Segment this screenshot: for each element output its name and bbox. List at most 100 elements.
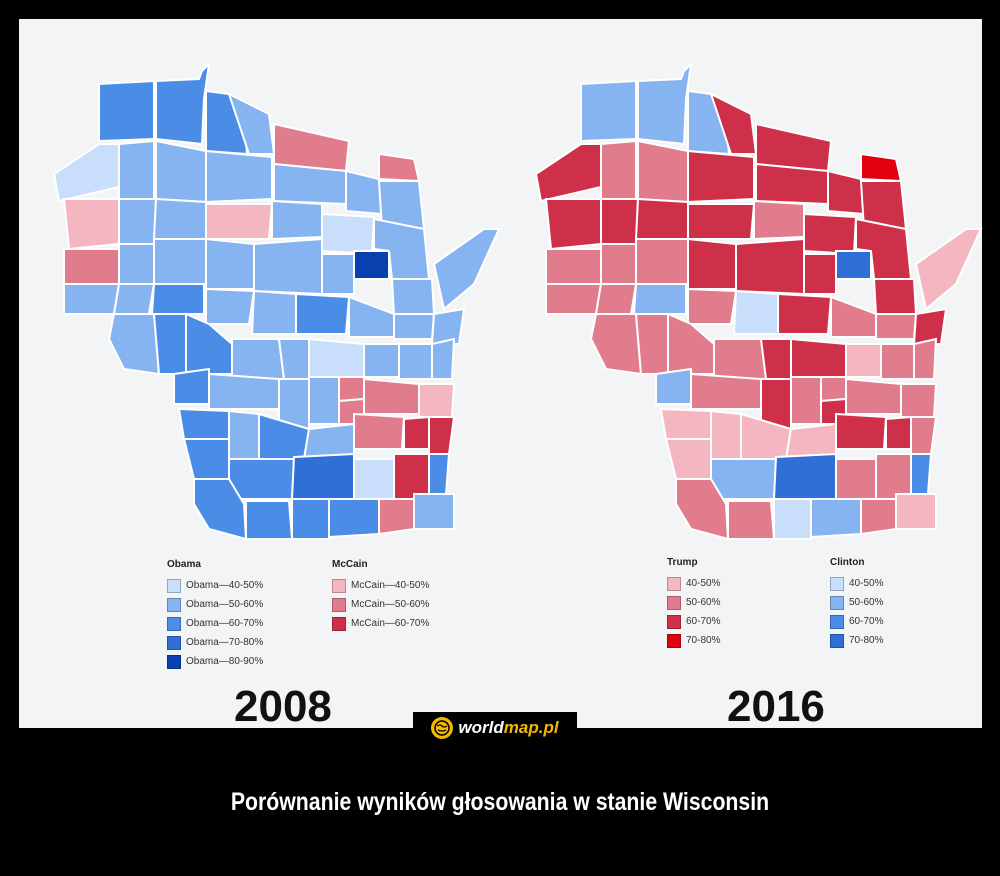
county-shape	[580, 79, 637, 143]
county-shape	[353, 412, 406, 450]
county-shape	[732, 289, 779, 335]
legend-mccain-title: McCain	[332, 559, 368, 570]
legend-trump-title: Trump	[667, 557, 698, 568]
county-shape	[228, 409, 260, 460]
county-shape	[273, 122, 351, 173]
county-shape	[895, 493, 937, 530]
legend-obama-title: Obama	[167, 559, 201, 570]
county-shape	[418, 383, 456, 418]
county-shape	[155, 139, 207, 204]
county-shape	[208, 372, 280, 410]
wisconsin-map-2016	[534, 61, 983, 541]
county-shape	[790, 337, 847, 378]
county-shape	[308, 337, 365, 378]
legend-swatch	[830, 633, 844, 648]
legend-item: 60-70%	[830, 612, 883, 631]
county-shape	[810, 498, 862, 539]
county-shape	[830, 295, 877, 338]
county-shape	[378, 152, 421, 183]
county-shape	[790, 376, 822, 425]
county-shape	[860, 498, 897, 536]
county-shape	[710, 458, 778, 500]
county-shape	[112, 283, 156, 315]
county-shape	[328, 498, 380, 539]
county-shape	[534, 143, 602, 203]
county-shape	[913, 337, 938, 380]
county-shape	[398, 343, 436, 380]
county-shape	[321, 253, 355, 295]
county-shape	[118, 139, 155, 200]
county-shape	[845, 377, 902, 415]
county-shape	[773, 498, 812, 540]
county-shape	[363, 377, 420, 415]
county-shape	[428, 416, 456, 455]
county-shape	[273, 162, 347, 206]
legend-swatch	[167, 597, 181, 612]
county-shape	[150, 283, 205, 315]
county-shape	[363, 343, 400, 378]
legend-swatch	[667, 595, 681, 610]
wisconsin-map-2008	[52, 61, 501, 541]
county-shape	[290, 452, 355, 500]
legend-item: 70-80%	[667, 631, 720, 650]
county-shape	[153, 238, 207, 285]
county-shape	[271, 199, 323, 241]
county-shape	[52, 143, 120, 203]
county-shape	[910, 453, 933, 495]
county-shape	[634, 313, 669, 375]
legend-item: Obama—40-50%	[167, 576, 263, 595]
legend-2008: Obama Obama—40-50% Obama—50-60% Obama—60…	[167, 559, 467, 679]
legend-item: Obama—50-60%	[167, 595, 263, 614]
county-shape	[835, 412, 888, 450]
county-shape	[403, 415, 430, 450]
county-shape	[600, 139, 637, 200]
county-shape	[393, 313, 436, 340]
county-shape	[253, 237, 323, 296]
county-shape	[594, 283, 638, 315]
legend-swatch	[167, 616, 181, 631]
legend-swatch	[332, 578, 346, 593]
county-shape	[348, 295, 395, 338]
county-shape	[914, 228, 983, 311]
county-shape	[803, 212, 858, 256]
legend-item: Obama—60-70%	[167, 614, 263, 633]
legend-item: 50-60%	[667, 593, 720, 612]
legend-swatch	[667, 633, 681, 648]
county-shape	[755, 162, 829, 206]
county-shape	[152, 313, 187, 375]
legend-swatch	[830, 614, 844, 629]
county-shape	[155, 61, 211, 146]
county-shape	[690, 372, 762, 410]
county-shape	[63, 283, 121, 315]
county-shape	[755, 122, 833, 173]
legend-trump-group: Trump 40-50% 50-60% 60-70% 70-80%	[667, 557, 720, 650]
county-shape	[378, 498, 415, 536]
county-shape	[182, 438, 230, 480]
county-shape	[277, 338, 310, 380]
legend-item: 40-50%	[667, 574, 720, 593]
legend-item: Obama—70-80%	[167, 633, 263, 652]
legend-item: McCain—60-70%	[332, 614, 429, 633]
county-shape	[308, 376, 340, 425]
county-shape	[295, 292, 351, 335]
county-shape	[338, 376, 365, 403]
county-shape	[545, 248, 602, 285]
county-shape	[845, 343, 882, 378]
county-shape	[820, 376, 847, 403]
county-shape	[875, 453, 912, 500]
legend-2016: Trump 40-50% 50-60% 60-70% 70-80% Clinto…	[667, 557, 967, 667]
legend-item: 50-60%	[830, 593, 883, 612]
county-shape	[118, 198, 158, 245]
county-shape	[687, 149, 755, 204]
county-shape	[345, 169, 384, 216]
county-shape	[727, 500, 776, 540]
county-shape	[772, 452, 837, 500]
county-shape	[291, 498, 330, 540]
county-shape	[600, 198, 640, 245]
county-shape	[713, 338, 768, 380]
county-shape	[900, 383, 938, 418]
county-shape	[827, 169, 866, 216]
county-shape	[205, 203, 274, 240]
globe-icon	[431, 717, 454, 739]
county-shape	[803, 253, 837, 295]
